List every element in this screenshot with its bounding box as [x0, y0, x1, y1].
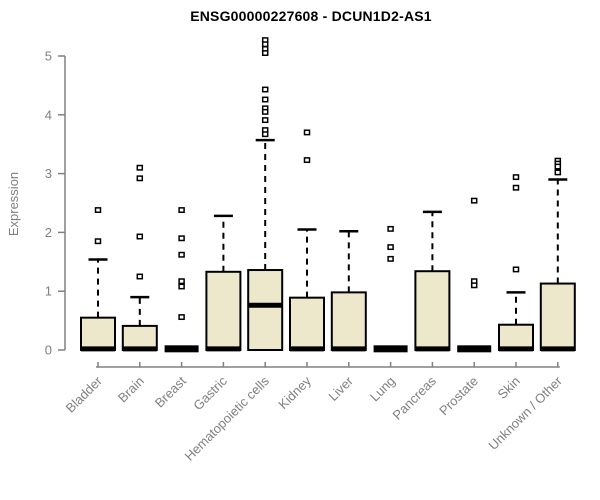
outlier-unknown-other: [554, 169, 562, 176]
y-tick-label: 2: [45, 225, 52, 240]
outlier-prostate: [470, 282, 478, 289]
outlier-breast: [178, 251, 185, 258]
outlier-brain: [136, 175, 144, 182]
outlier-hematopoietic-cells: [261, 117, 269, 124]
outlier-skin: [512, 184, 520, 191]
outlier-bladder: [94, 207, 102, 214]
box-liver: [330, 291, 367, 352]
outlier-hematopoietic-cells: [261, 131, 269, 138]
y-tick-label: 5: [45, 49, 52, 64]
box-hematopoietic-cells: [247, 269, 284, 352]
outlier-kidney: [303, 157, 311, 164]
outlier-prostate: [470, 197, 478, 204]
chart-title: ENSG00000227608 - DCUN1D2-AS1: [190, 8, 432, 24]
outlier-hematopoietic-cells: [261, 108, 269, 115]
outlier-brain: [136, 273, 144, 280]
y-tick-label: 4: [45, 107, 52, 122]
y-tick-label: 3: [45, 166, 52, 181]
outlier-breast: [178, 235, 185, 242]
box-gastric: [205, 270, 242, 351]
outlier-lung: [387, 244, 394, 251]
outlier-brain: [136, 164, 144, 171]
median-prostate: [457, 345, 492, 353]
box-unknown-other: [539, 282, 576, 351]
outlier-hematopoietic-cells: [261, 96, 269, 103]
median-lung: [373, 345, 408, 353]
outlier-brain: [136, 233, 144, 240]
outlier-unknown-other: [554, 163, 562, 170]
box-pancreas: [414, 270, 451, 352]
outlier-hematopoietic-cells: [261, 50, 269, 57]
outlier-kidney: [303, 129, 311, 136]
outlier-breast: [178, 207, 185, 214]
outlier-skin: [512, 266, 520, 273]
outlier-breast: [178, 283, 185, 290]
outlier-skin: [512, 174, 520, 181]
outlier-hematopoietic-cells: [261, 41, 269, 48]
outlier-lung: [387, 255, 394, 262]
box-bladder: [80, 316, 116, 352]
y-tick-label: 0: [45, 343, 52, 358]
box-skin: [498, 323, 534, 352]
outlier-hematopoietic-cells: [261, 86, 269, 93]
outlier-breast: [178, 278, 185, 285]
box-kidney: [289, 296, 325, 351]
outlier-breast: [178, 314, 185, 321]
median-breast: [164, 345, 199, 353]
outlier-bladder: [94, 238, 102, 245]
outlier-lung: [387, 225, 394, 232]
y-tick-label: 1: [45, 284, 52, 299]
box-brain: [121, 324, 158, 351]
